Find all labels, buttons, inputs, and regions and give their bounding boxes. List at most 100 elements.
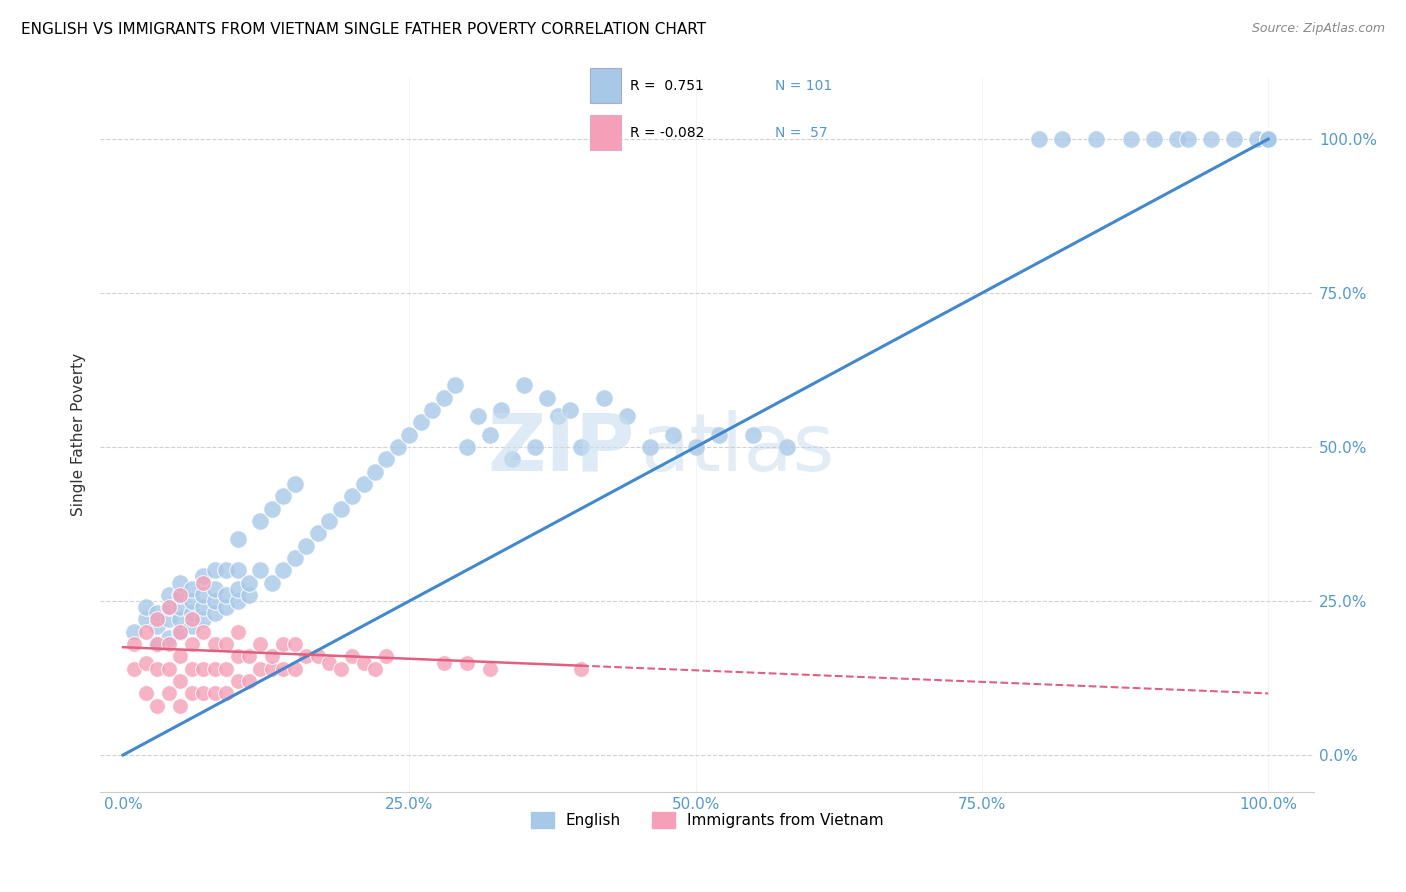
Point — [169, 674, 191, 689]
Point — [204, 662, 226, 676]
Point — [180, 607, 202, 621]
Point — [157, 631, 180, 645]
Point — [456, 656, 478, 670]
Text: N = 101: N = 101 — [775, 78, 832, 93]
Point — [135, 612, 157, 626]
Point — [215, 600, 238, 615]
Text: R =  0.751: R = 0.751 — [630, 78, 704, 93]
Point — [146, 637, 169, 651]
Point — [307, 526, 329, 541]
Point — [585, 78, 607, 92]
Text: ENGLISH VS IMMIGRANTS FROM VIETNAM SINGLE FATHER POVERTY CORRELATION CHART: ENGLISH VS IMMIGRANTS FROM VIETNAM SINGL… — [21, 22, 706, 37]
Point — [146, 637, 169, 651]
Point — [157, 600, 180, 615]
Point — [124, 662, 146, 676]
Point — [249, 563, 271, 577]
Point — [478, 662, 501, 676]
Point — [238, 674, 260, 689]
Point — [193, 600, 215, 615]
Point — [238, 588, 260, 602]
Point — [1257, 132, 1279, 146]
Point — [157, 600, 180, 615]
Point — [1028, 132, 1050, 146]
Point — [146, 612, 169, 626]
Point — [340, 489, 363, 503]
Point — [146, 607, 169, 621]
Point — [1143, 132, 1166, 146]
Point — [1119, 132, 1142, 146]
Point — [135, 624, 157, 639]
Point — [273, 489, 295, 503]
Point — [169, 624, 191, 639]
Point — [135, 600, 157, 615]
Point — [135, 656, 157, 670]
Point — [569, 440, 592, 454]
Point — [215, 637, 238, 651]
Point — [226, 624, 249, 639]
Text: atlas: atlas — [640, 410, 835, 488]
Point — [238, 575, 260, 590]
Point — [1257, 132, 1279, 146]
Point — [180, 686, 202, 700]
Point — [124, 637, 146, 651]
Point — [204, 563, 226, 577]
Point — [1257, 132, 1279, 146]
Point — [260, 662, 283, 676]
Point — [169, 600, 191, 615]
Point — [273, 662, 295, 676]
Point — [318, 514, 340, 528]
Point — [742, 427, 765, 442]
Point — [260, 649, 283, 664]
Point — [169, 612, 191, 626]
Y-axis label: Single Father Poverty: Single Father Poverty — [72, 353, 86, 516]
Point — [284, 477, 307, 491]
Point — [193, 569, 215, 583]
Point — [318, 656, 340, 670]
Bar — [589, 69, 620, 103]
Point — [180, 618, 202, 632]
Point — [157, 637, 180, 651]
Point — [513, 378, 536, 392]
Point — [284, 637, 307, 651]
Point — [295, 539, 318, 553]
Point — [375, 649, 398, 664]
Point — [169, 588, 191, 602]
Point — [215, 563, 238, 577]
Point — [180, 637, 202, 651]
Point — [1246, 132, 1268, 146]
Point — [180, 594, 202, 608]
Point — [536, 391, 558, 405]
Point — [157, 612, 180, 626]
Point — [364, 465, 387, 479]
Point — [1257, 132, 1279, 146]
Point — [1257, 132, 1279, 146]
Point — [193, 612, 215, 626]
Point — [226, 563, 249, 577]
Point — [1257, 132, 1279, 146]
Point — [603, 76, 626, 90]
Point — [353, 477, 375, 491]
Point — [273, 563, 295, 577]
Point — [215, 686, 238, 700]
Point — [284, 662, 307, 676]
Point — [1085, 132, 1108, 146]
Point — [169, 624, 191, 639]
Text: N =  57: N = 57 — [775, 126, 828, 140]
Point — [638, 440, 661, 454]
Legend: English, Immigrants from Vietnam: English, Immigrants from Vietnam — [524, 806, 890, 834]
Point — [204, 582, 226, 596]
Point — [433, 391, 456, 405]
Point — [249, 514, 271, 528]
Point — [169, 649, 191, 664]
Bar — [589, 115, 620, 150]
Point — [295, 649, 318, 664]
Point — [593, 391, 616, 405]
Point — [180, 582, 202, 596]
Point — [215, 588, 238, 602]
Point — [284, 550, 307, 565]
Point — [1166, 132, 1188, 146]
Point — [226, 594, 249, 608]
Point — [204, 637, 226, 651]
Point — [226, 582, 249, 596]
Point — [1257, 132, 1279, 146]
